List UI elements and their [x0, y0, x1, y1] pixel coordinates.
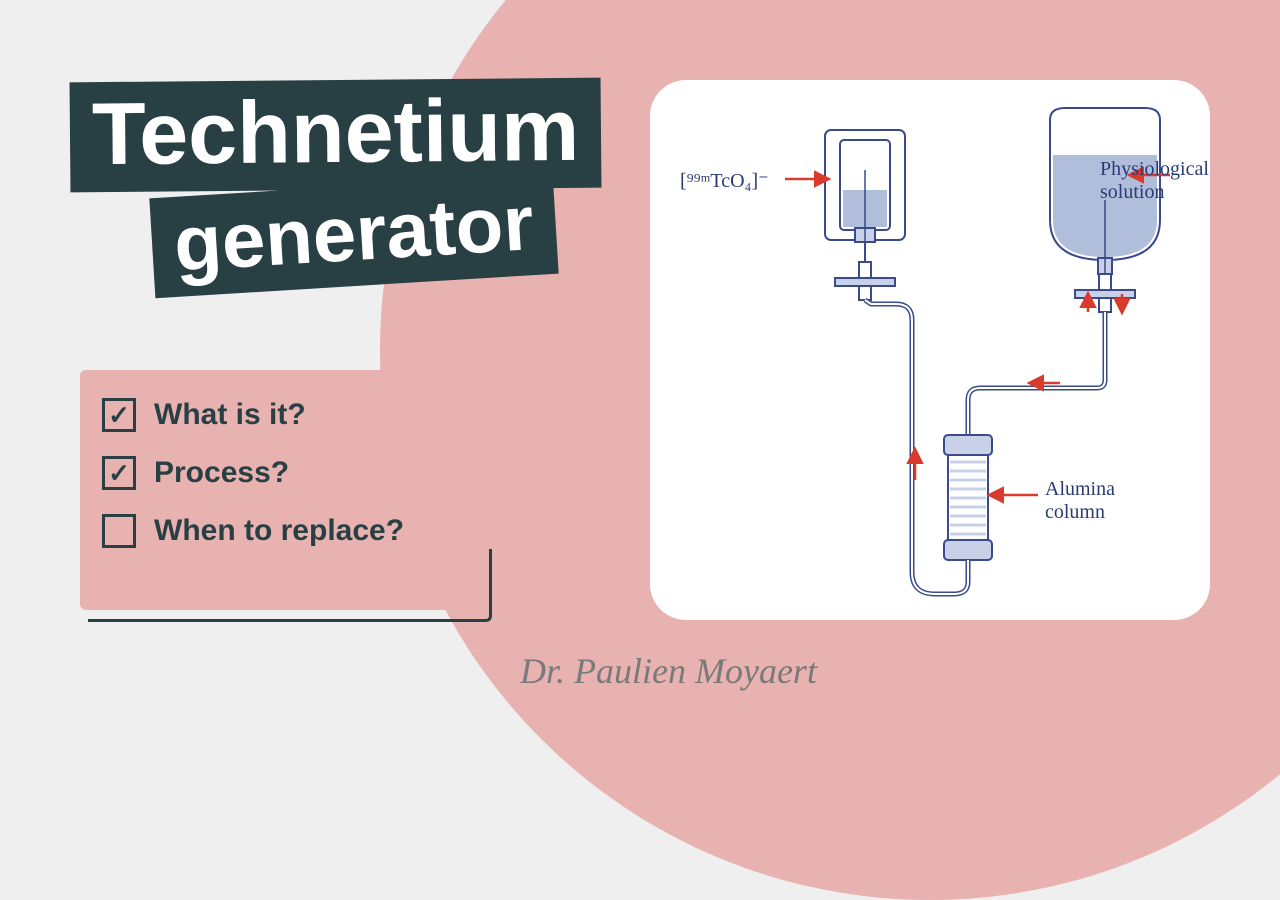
label-physiological: Physiological solution — [1100, 158, 1209, 204]
checklist-label: When to replace? — [154, 514, 404, 548]
checklist-item: ✓ What is it? — [102, 398, 458, 432]
checkbox-empty-icon — [102, 514, 136, 548]
label-tco4: [⁹⁹ᵐTcO₄]⁻ — [680, 168, 769, 193]
checklist-label: What is it? — [154, 398, 306, 432]
checklist-card: ✓ What is it? ✓ Process? When to replace? — [80, 370, 480, 610]
checklist-item: ✓ Process? — [102, 456, 458, 490]
checkbox-checked-icon: ✓ — [102, 456, 136, 490]
checklist-label: Process? — [154, 456, 289, 490]
author-signature: Dr. Paulien Moyaert — [520, 650, 817, 692]
checklist-item: When to replace? — [102, 514, 458, 548]
checkbox-checked-icon: ✓ — [102, 398, 136, 432]
label-alumina: Alumina column — [1045, 478, 1115, 524]
diagram-panel: [⁹⁹ᵐTcO₄]⁻ Physiological solution Alumin… — [650, 80, 1210, 620]
